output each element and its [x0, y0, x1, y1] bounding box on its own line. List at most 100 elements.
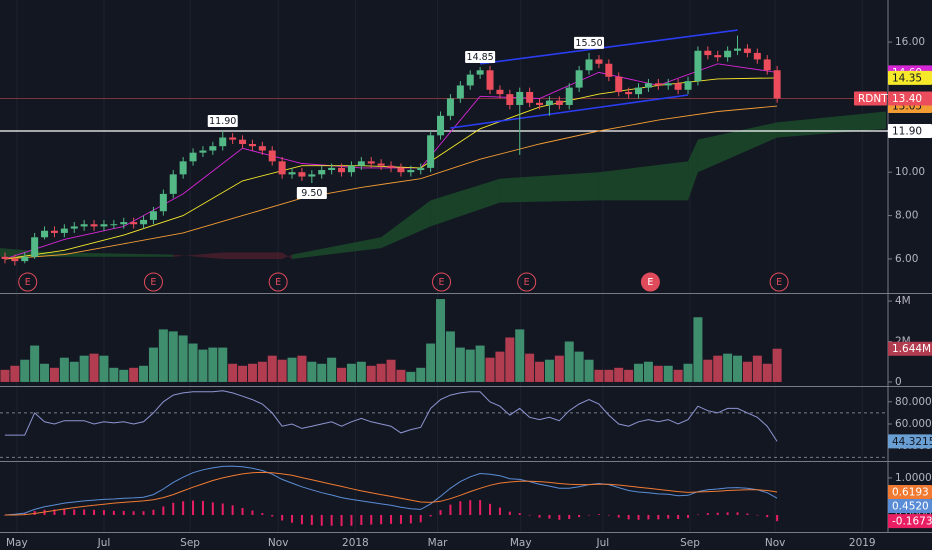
- histogram-bar: [33, 510, 36, 515]
- histogram-bar: [498, 507, 501, 515]
- volume-bar: [257, 361, 267, 382]
- candle-body: [268, 150, 276, 162]
- candle-body: [328, 167, 336, 171]
- histogram-bar: [350, 514, 353, 526]
- volume-bar: [624, 369, 634, 382]
- y-tick-label: 60.0000: [895, 418, 932, 430]
- histogram-bar: [469, 500, 472, 515]
- volume-bar: [277, 359, 287, 382]
- volume-bar: [158, 329, 168, 382]
- volume-bar: [614, 367, 624, 382]
- volume-bar: [535, 361, 545, 382]
- histogram-bar: [766, 514, 769, 518]
- y-tick-label: 6.00: [895, 253, 918, 265]
- volume-bar: [485, 357, 495, 382]
- histogram-bar: [340, 514, 343, 527]
- y-tick-label: 10.00: [895, 166, 925, 178]
- histogram-bar: [568, 514, 571, 520]
- histogram-bar: [281, 514, 284, 521]
- volume-bar: [436, 299, 446, 382]
- histogram-bar: [271, 514, 274, 517]
- x-tick-label: Jul: [596, 537, 610, 549]
- candle-body: [763, 59, 771, 71]
- candle-body: [130, 222, 138, 225]
- volume-bar: [683, 363, 693, 382]
- candle-body: [625, 91, 633, 95]
- candle-body: [278, 161, 286, 175]
- y-tick-label: 8.00: [895, 210, 918, 222]
- histogram-bar: [172, 502, 175, 515]
- cloud: [598, 161, 689, 201]
- earnings-label: E: [524, 277, 530, 288]
- histogram-bar: [489, 503, 492, 515]
- volume-bar: [455, 347, 465, 382]
- price-tag-bg: [888, 514, 932, 529]
- histogram-bar: [300, 514, 303, 525]
- earnings-marker: [143, 272, 163, 292]
- price-annotation: 11.90: [207, 114, 238, 127]
- price-tag-label: 0.6193: [892, 487, 929, 499]
- volume-bar: [564, 341, 574, 382]
- price-tag: -0.1673: [888, 514, 932, 529]
- candle-body: [1, 256, 9, 259]
- candle-body: [60, 228, 68, 233]
- volume-bar: [30, 345, 40, 382]
- volume-bar: [713, 355, 723, 382]
- candle-body: [427, 135, 435, 168]
- volume-bar: [238, 365, 248, 382]
- candle-body: [90, 224, 98, 227]
- earnings-marker: [432, 272, 452, 292]
- volume-bar: [188, 343, 198, 382]
- histogram-bar: [182, 501, 185, 515]
- volume-bar: [99, 355, 109, 382]
- cloud: [697, 122, 778, 173]
- histogram-bar: [429, 514, 432, 517]
- candle-body: [654, 83, 662, 86]
- candle-body: [565, 87, 573, 105]
- candle-body: [476, 70, 484, 75]
- volume-bar: [495, 351, 505, 382]
- histogram-bar: [370, 514, 373, 525]
- candle-body: [347, 165, 355, 173]
- candle-body: [635, 87, 643, 95]
- x-tick-label: Sep: [180, 537, 200, 549]
- cloud: [430, 178, 500, 227]
- earnings-marker: [268, 272, 288, 292]
- cloud: [688, 139, 698, 201]
- candle-body: [575, 70, 583, 88]
- price-annotation: 15.50: [574, 36, 605, 49]
- candle-body: [159, 193, 167, 212]
- candle-body: [357, 161, 365, 166]
- histogram-bar: [53, 509, 56, 515]
- candle-body: [179, 161, 187, 175]
- volume-bar: [59, 357, 69, 382]
- volume-bar: [653, 365, 663, 382]
- x-tick-label: May: [6, 537, 28, 549]
- candle-body: [258, 146, 266, 151]
- candle-body: [674, 83, 682, 90]
- moving-average: [4, 105, 778, 260]
- histogram-bar: [558, 514, 561, 520]
- price-tag: 1.644M: [888, 341, 932, 356]
- x-tick-label: Nov: [268, 537, 289, 549]
- annotation-label: 14.85: [467, 52, 494, 63]
- candle-body: [417, 167, 425, 171]
- volume-bar: [129, 367, 139, 382]
- candle-body: [11, 258, 19, 262]
- candle-body: [615, 76, 623, 92]
- trend-channel: [450, 94, 689, 129]
- earnings-label: E: [150, 277, 156, 288]
- candle-body: [486, 70, 494, 90]
- annotation-bg: [574, 36, 605, 49]
- candle-body: [308, 174, 316, 177]
- volume-bar: [525, 353, 535, 382]
- candle-body: [446, 98, 454, 116]
- candle-body: [743, 48, 751, 53]
- volume-bar: [396, 369, 406, 382]
- volume-bar: [703, 359, 713, 382]
- candle-body: [664, 83, 672, 86]
- volume-bar: [376, 363, 386, 382]
- histogram-bar: [83, 509, 86, 515]
